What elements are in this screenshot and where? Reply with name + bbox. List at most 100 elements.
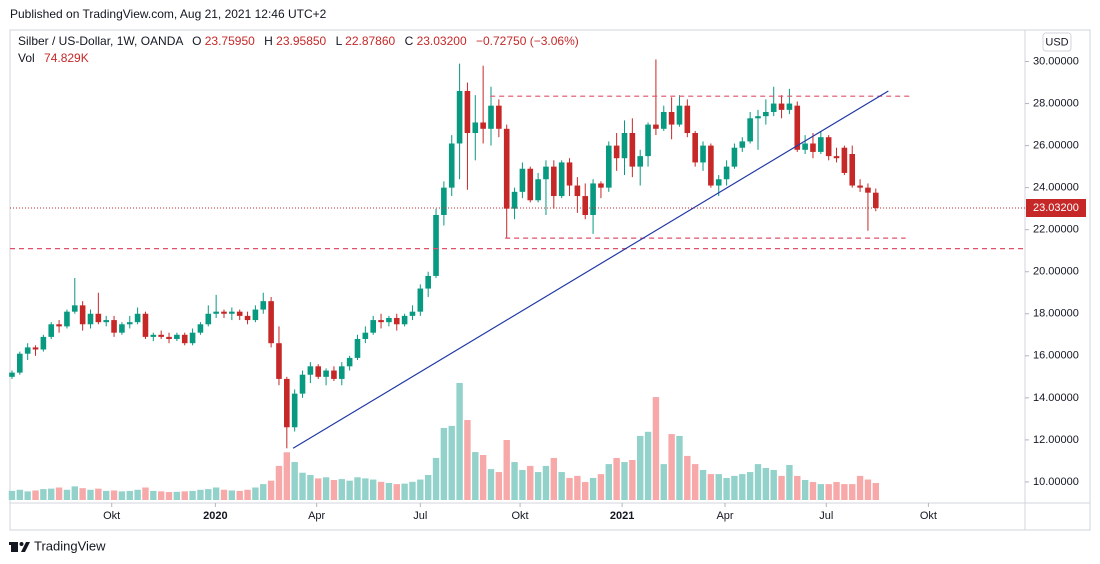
volume-bar [801,480,809,500]
candle-body [770,103,777,112]
volume-bar [40,489,47,500]
candle-body [189,332,196,344]
x-tick-label: 2021 [610,510,634,522]
candle-body [315,366,322,377]
l-label: L [336,34,343,48]
h-label: H [264,34,273,48]
candle-body [276,343,282,379]
volume-bar [338,479,345,500]
candle-body [802,143,808,150]
candle-body [386,317,392,323]
volume-bar [24,491,31,500]
volume-bar [181,491,188,500]
candle-body [558,162,565,197]
volume-bar [786,465,793,500]
candle-body [103,320,109,323]
volume-bar [464,420,471,500]
candle-body [488,105,494,129]
candle-body [660,111,667,129]
y-tick-label: 20.00000 [1033,266,1079,278]
candle-body [857,185,863,188]
candle-body [71,305,78,312]
candle-body [731,147,738,167]
candle-body [17,353,23,373]
volume-bar [864,479,872,500]
candle-body [221,311,227,314]
candle-body [213,311,219,314]
candle-body [551,166,557,197]
volume-bar [118,491,126,500]
x-tick-label: Apr [308,510,325,522]
high: 23.95850 [276,34,326,48]
candle-body [370,320,377,333]
candle-body [598,183,604,188]
volume-bar [322,477,330,500]
candle-body [56,324,62,327]
y-tick-label: 10.00000 [1033,476,1079,488]
candle-body [794,105,801,150]
candle-body [849,154,856,186]
volume-bar [63,489,71,500]
candle-body [833,156,840,159]
volume-bar [550,457,558,500]
volume-bar [440,427,448,500]
volume-bar [825,484,832,500]
volume-bar [487,469,495,500]
volume-bar [291,462,298,500]
y-tick-label: 14.00000 [1033,392,1079,404]
volume-bar [8,490,16,500]
volume-bar [228,490,236,500]
candle-body [456,90,463,144]
x-tick-label: Jul [819,510,833,522]
vol-value: 74.829K [44,51,89,65]
volume-bar [746,472,754,500]
candle-body [810,143,816,152]
candle-body [433,214,439,276]
volume-bar [362,478,369,500]
candle-body [409,311,416,316]
candle-body [715,179,722,186]
volume-bar [715,474,722,500]
published-note: Published on TradingView.com, Aug 21, 20… [10,7,327,21]
candle-body [692,132,698,163]
candle-body [511,191,518,209]
candle-body [323,370,329,377]
candle-body [629,132,636,167]
volume-bar [87,489,94,500]
volume-bar [432,457,440,500]
volume-bar [393,484,400,500]
volume-bar [385,482,393,500]
candle-body [605,145,612,188]
low: 22.87860 [345,34,395,48]
volume-bar [267,480,275,500]
volume-bar [479,455,487,500]
candle-body [755,116,761,119]
candle-body [126,322,133,325]
volume-bar [354,477,361,500]
candle-body [872,192,879,208]
volume-bar [629,460,636,500]
candle-body [818,137,824,152]
volume-bar [472,452,479,500]
candle-body [307,366,314,375]
candle-body [252,309,259,321]
volume-bar [252,487,259,500]
candle-body [613,145,620,159]
volume-bar [519,470,526,500]
candle-body [393,317,400,325]
candle-body [48,324,55,337]
volume-bar [849,484,856,500]
volume-bar [503,440,510,500]
candle-body [590,183,596,215]
candle-body [441,187,447,215]
candle-body [95,313,102,323]
volume-bar [244,489,251,500]
volume-bar [566,477,573,500]
plot-area [8,59,1025,500]
volume-bar [236,490,243,500]
volume-bar [558,472,565,500]
volume-bar [205,489,212,500]
x-tick-label: Okt [920,510,937,522]
volume-bar [707,474,715,500]
